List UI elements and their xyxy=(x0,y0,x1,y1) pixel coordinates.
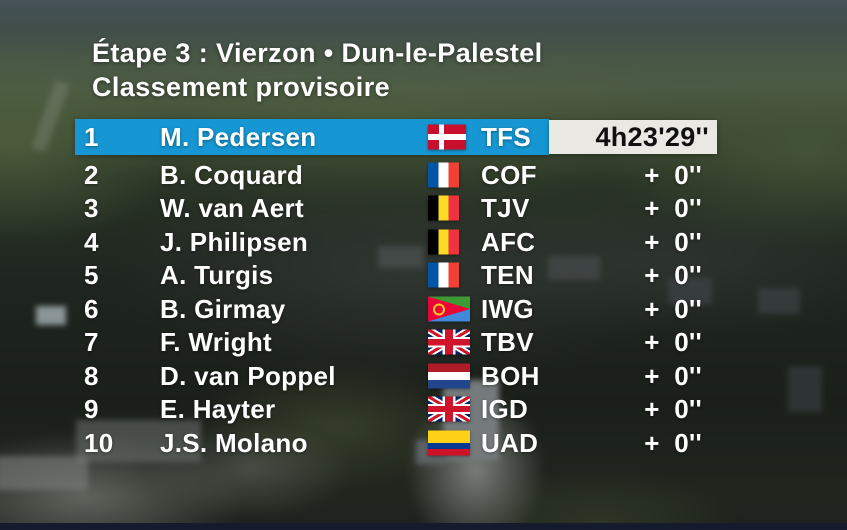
rank: 9 xyxy=(84,393,99,424)
great-britain-flag-icon xyxy=(428,396,470,422)
result-row: 5 A. Turgis TEN + 0'' xyxy=(75,258,717,292)
team-code: BOH xyxy=(481,360,540,391)
eritrea-flag-icon xyxy=(428,296,470,322)
village-building xyxy=(36,306,66,325)
village-yard xyxy=(76,420,201,462)
result-row: 8 D. van Poppel BOH + 0'' xyxy=(75,359,717,393)
team-code: IWG xyxy=(481,293,534,324)
time-gap: + 0'' xyxy=(644,360,702,391)
belgium-flag-icon xyxy=(428,229,459,255)
village-building xyxy=(758,288,800,314)
netherlands-flag-icon xyxy=(428,363,470,389)
letterbox-bar xyxy=(0,523,847,530)
great-britain-flag-icon xyxy=(428,329,470,355)
team-code: IGD xyxy=(481,393,529,424)
time-gap: + 0'' xyxy=(644,393,702,424)
rider-name: B. Coquard xyxy=(160,159,304,190)
rider-name: W. van Aert xyxy=(160,192,304,223)
result-row: 3 W. van Aert TJV + 0'' xyxy=(75,191,717,225)
rank: 2 xyxy=(84,159,99,190)
team-code: TFS xyxy=(481,121,532,152)
colombia-flag-icon xyxy=(428,430,470,456)
france-flag-icon xyxy=(428,162,459,188)
time-gap: + 0'' xyxy=(644,326,702,357)
rider-name: E. Hayter xyxy=(160,393,276,424)
result-row: 10 J.S. Molano UAD + 0'' xyxy=(75,426,717,460)
rider-name: F. Wright xyxy=(160,326,272,357)
rider-name: A. Turgis xyxy=(160,259,274,290)
village-building xyxy=(548,256,600,280)
rider-name: D. van Poppel xyxy=(160,360,336,391)
result-row: 4 J. Philipsen AFC + 0'' xyxy=(75,225,717,259)
leader-highlight-bar xyxy=(75,119,549,155)
team-code: UAD xyxy=(481,427,539,458)
time-gap: + 0'' xyxy=(644,226,702,257)
village-building xyxy=(668,278,712,304)
rank: 7 xyxy=(84,326,99,357)
result-row: 9 E. Hayter IGD + 0'' xyxy=(75,392,717,426)
time-gap: + 0'' xyxy=(644,259,702,290)
time-gap: + 0'' xyxy=(644,293,702,324)
result-row-leader: 4h23'29'' 1 M. Pedersen TFS xyxy=(75,119,717,155)
team-code: TEN xyxy=(481,259,534,290)
belgium-flag-icon xyxy=(428,195,459,221)
rank: 8 xyxy=(84,360,99,391)
rider-name: B. Girmay xyxy=(160,293,286,324)
rank: 3 xyxy=(84,192,99,223)
leader-time: 4h23'29'' xyxy=(595,122,709,152)
team-code: AFC xyxy=(481,226,536,257)
rank: 1 xyxy=(84,121,99,152)
time-gap: + 0'' xyxy=(644,192,702,223)
team-code: TJV xyxy=(481,192,530,223)
rider-name: M. Pedersen xyxy=(160,121,317,152)
stage-title: Étape 3 : Vierzon • Dun-le-Palestel xyxy=(92,38,543,68)
rank: 10 xyxy=(84,427,114,458)
time-gap: + 0'' xyxy=(644,159,702,190)
village-building xyxy=(788,366,822,412)
team-code: COF xyxy=(481,159,537,190)
result-row: 2 B. Coquard COF + 0'' xyxy=(75,158,717,192)
overlay-header: Étape 3 : Vierzon • Dun-le-Palestel Clas… xyxy=(92,36,543,104)
team-code: TBV xyxy=(481,326,534,357)
rank: 6 xyxy=(84,293,99,324)
rider-name: J. Philipsen xyxy=(160,226,309,257)
village-building xyxy=(378,246,424,268)
result-row: 7 F. Wright TBV + 0'' xyxy=(75,325,717,359)
rank: 4 xyxy=(84,226,99,257)
denmark-flag-icon xyxy=(428,124,466,150)
rider-name: J.S. Molano xyxy=(160,427,308,458)
france-flag-icon xyxy=(428,262,459,288)
rank: 5 xyxy=(84,259,99,290)
time-gap: + 0'' xyxy=(644,427,702,458)
result-row: 6 B. Girmay IWG + 0'' xyxy=(75,292,717,326)
leader-time-box: 4h23'29'' xyxy=(549,120,717,154)
classification-subtitle: Classement provisoire xyxy=(92,72,391,102)
village-yard xyxy=(0,456,88,490)
